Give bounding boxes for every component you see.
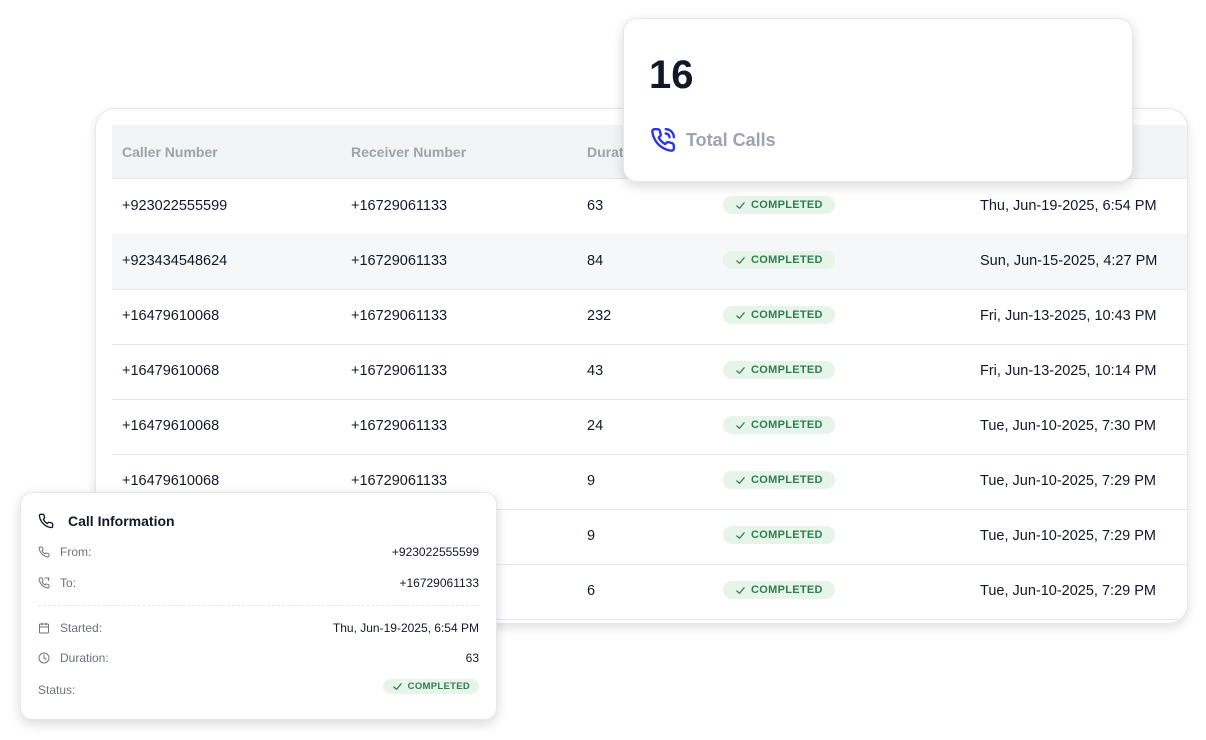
field-label: Status: — [38, 683, 76, 697]
status-text: COMPLETED — [751, 199, 823, 211]
check-icon — [736, 201, 745, 209]
table-cell: +16729061133 — [351, 418, 448, 434]
stat-label: Total Calls — [686, 130, 776, 150]
table-row: +16479610068 +16729061133 9 COMPLETED Tue, J… — [112, 454, 1187, 510]
table-cell: +16729061133 — [351, 473, 448, 489]
field-label: Started: — [60, 621, 103, 635]
table-row: +923022555599 +16729061133 63 COMPLETED Thu,… — [112, 179, 1187, 235]
check-icon — [736, 311, 745, 319]
divider — [38, 605, 479, 606]
check-icon — [392, 683, 402, 690]
check-icon — [736, 256, 745, 264]
table-cell: 6 — [587, 583, 596, 599]
status-text: COMPLETED — [751, 584, 823, 596]
field-value: +923022555599 — [391, 545, 479, 559]
table-row: +16479610068 +16729061133 232 COMPLETED Fri,… — [112, 289, 1187, 345]
table-cell: Sun, Jun-15-2025, 4:27 PM — [980, 253, 1158, 269]
table-row: +923434548624 +16729061133 84 COMPLETED Sun,… — [112, 234, 1187, 290]
field-icon — [38, 546, 50, 558]
table-cell: Tue, Jun-10-2025, 7:29 PM — [980, 528, 1156, 544]
field-value: Thu, Jun-19-2025, 6:54 PM — [332, 621, 479, 635]
field-icon — [38, 652, 50, 664]
field-icon — [38, 577, 50, 589]
stat-card: 16 Total Calls — [623, 18, 1133, 182]
table-cell: +16729061133 — [351, 363, 448, 379]
field-label: Duration: — [60, 651, 109, 665]
status-badge: COMPLETED — [382, 679, 479, 694]
table-cell: 232 — [587, 308, 612, 324]
status-text: COMPLETED — [751, 474, 823, 486]
status-text: COMPLETED — [751, 419, 823, 431]
table-row: 6 COMPLETED Tue, Jun-10-2025, 7:29 PM — [112, 564, 1187, 620]
table-row: 9 COMPLETED Tue, Jun-10-2025, 7:29 PM — [112, 509, 1187, 565]
status-text: COMPLETED — [751, 309, 823, 321]
table-cell: 43 — [587, 363, 604, 379]
phone-icon — [38, 513, 54, 529]
table-cell: 9 — [587, 528, 596, 544]
table-cell: +16479610068 — [122, 308, 220, 324]
table-cell: 24 — [587, 418, 604, 434]
phone-icon — [651, 127, 676, 152]
table-cell: Tue, Jun-10-2025, 7:29 PM — [980, 583, 1156, 599]
card-title: Call Information — [68, 513, 175, 529]
status-badge: COMPLETED — [723, 251, 835, 269]
table-cell: +923434548624 — [122, 253, 228, 269]
table-cell: +16729061133 — [351, 198, 448, 214]
table-cell: Tue, Jun-10-2025, 7:30 PM — [980, 418, 1156, 434]
status-text: COMPLETED — [751, 254, 823, 266]
check-icon — [736, 531, 745, 539]
field-icon — [39, 622, 49, 634]
table-cell: +16479610068 — [122, 418, 220, 434]
table-cell: +923022555599 — [122, 198, 228, 214]
table-cell: Tue, Jun-10-2025, 7:29 PM — [980, 473, 1156, 489]
status-badge: COMPLETED — [723, 361, 835, 379]
check-icon — [736, 586, 745, 594]
field-label: From: — [60, 545, 92, 559]
table-cell: 63 — [587, 198, 604, 214]
status-badge: COMPLETED — [723, 306, 835, 324]
table-row: +16479610068 +16729061133 24 COMPLETED Tue, … — [112, 399, 1187, 455]
field-value: 63 — [465, 651, 479, 665]
table-cell: +16729061133 — [351, 308, 448, 324]
check-icon — [736, 476, 745, 484]
table-cell: +16479610068 — [122, 473, 220, 489]
status-badge: COMPLETED — [723, 196, 835, 214]
table-cell: +16729061133 — [351, 253, 448, 269]
table-cell: +16479610068 — [122, 363, 220, 379]
status-badge: COMPLETED — [723, 581, 835, 599]
status-badge: COMPLETED — [723, 526, 835, 544]
table-cell: 84 — [587, 253, 604, 269]
check-icon — [736, 366, 745, 374]
column-header: Receiver Number — [351, 144, 467, 160]
check-icon — [736, 421, 745, 429]
status-text: COMPLETED — [751, 364, 823, 376]
status-badge: COMPLETED — [723, 471, 835, 489]
table-cell: Fri, Jun-13-2025, 10:14 PM — [980, 363, 1157, 379]
status-badge: COMPLETED — [723, 416, 835, 434]
table-cell: Thu, Jun-19-2025, 6:54 PM — [980, 198, 1157, 214]
status-text: COMPLETED — [407, 681, 470, 692]
table-row: +16479610068 +16729061133 43 COMPLETED Fri, … — [112, 344, 1187, 400]
field-label: To: — [60, 576, 77, 590]
column-header: Caller Number — [122, 144, 218, 160]
table-cell: Fri, Jun-13-2025, 10:43 PM — [980, 308, 1157, 324]
stat-value: 16 — [649, 53, 694, 97]
call-info-card: Call Information From: +923022555599 To: +1… — [20, 492, 497, 720]
status-text: COMPLETED — [751, 529, 823, 541]
table-cell: 9 — [587, 473, 596, 489]
field-value: +16729061133 — [399, 576, 479, 590]
